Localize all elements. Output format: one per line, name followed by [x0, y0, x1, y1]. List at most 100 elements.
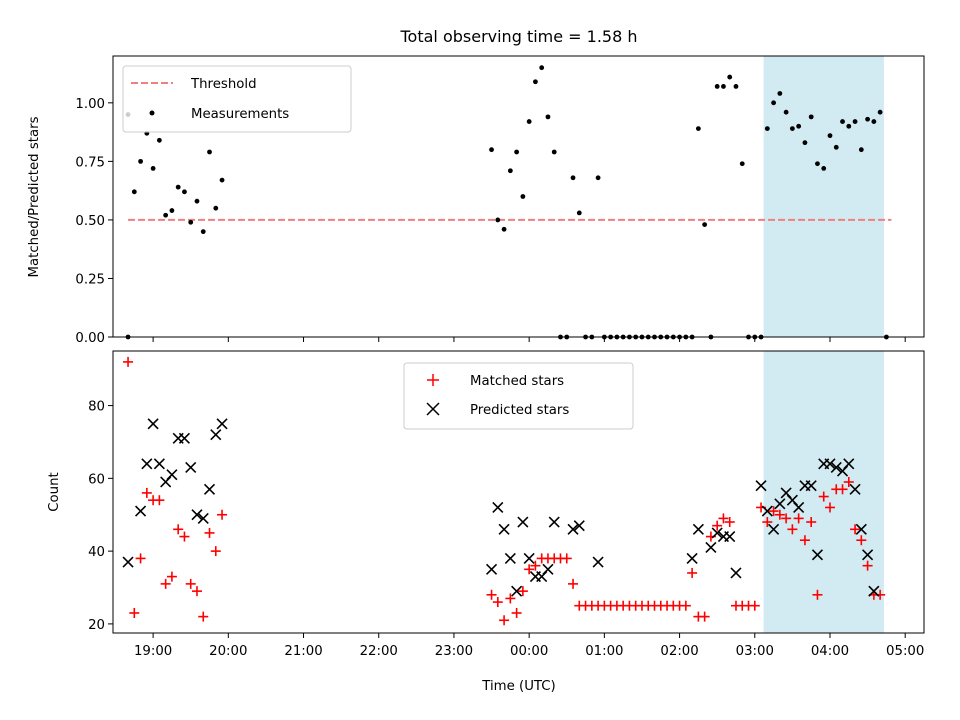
matched-star-point	[724, 517, 735, 528]
matched-star-point	[774, 509, 785, 520]
predicted-star-mark	[166, 469, 178, 481]
measurement-point	[526, 119, 532, 124]
x-tick-label: 01:00	[585, 644, 623, 659]
predicted-star-point	[511, 585, 523, 597]
x-tick-label: 05:00	[886, 644, 924, 659]
predicted-star-mark	[122, 556, 134, 568]
measurement-point	[207, 149, 212, 155]
matched-star-point	[154, 495, 165, 506]
highlight-region-band	[763, 56, 884, 337]
top-axes-frame	[112, 55, 925, 338]
predicted-star-mark	[793, 501, 805, 514]
predicted-star-mark	[517, 516, 529, 528]
predicted-star-mark	[805, 480, 817, 492]
predicted-star-point	[573, 520, 585, 532]
predicted-star-mark	[573, 520, 585, 532]
predicted-star-mark	[686, 552, 698, 564]
measurement-point	[150, 166, 156, 171]
predicted-star-point	[548, 516, 560, 528]
predicted-star-point	[185, 461, 197, 474]
matched-star-point	[129, 607, 140, 618]
matched-star-point	[505, 593, 516, 604]
predicted-star-point	[805, 480, 817, 492]
predicted-star-mark	[692, 523, 704, 535]
predicted-star-point	[849, 483, 861, 495]
measurement-point	[852, 119, 858, 124]
predicted-star-mark	[185, 461, 197, 474]
predicted-star-point	[504, 552, 516, 564]
predicted-star-point	[203, 483, 216, 495]
top-series	[125, 65, 892, 340]
measurement-point	[219, 177, 225, 183]
predicted-star-point	[485, 563, 498, 575]
measurement-point	[200, 229, 206, 235]
x-tick-label: 21:00	[284, 644, 322, 659]
y-tick-label: 40	[88, 545, 105, 560]
predicted-legend-marker	[426, 402, 440, 416]
measurement-point	[501, 226, 507, 232]
x-axis-label: Time (UTC)	[481, 679, 556, 694]
matched-star-point	[173, 524, 184, 535]
predicted-star-point	[153, 458, 165, 470]
predicted-star-mark	[147, 418, 159, 430]
bottom-y-axis-label: Count	[47, 472, 62, 512]
top-y-axis-label: Matched/Predicted stars	[27, 116, 42, 277]
measurement-point	[802, 140, 808, 146]
legend-label-threshold: Threshold	[190, 77, 257, 92]
predicted-star-point	[498, 523, 510, 535]
measurement-point	[545, 114, 551, 120]
measurement-point	[783, 109, 789, 115]
matched-star-point	[160, 578, 171, 589]
measurement-point	[576, 210, 582, 216]
matched-star-point	[517, 586, 528, 597]
measurement-point	[182, 189, 187, 195]
matched-star-point	[530, 560, 541, 571]
y-tick-label: 20	[88, 618, 105, 633]
x-tick-label: 20:00	[209, 644, 247, 659]
predicted-star-point	[141, 458, 153, 470]
predicted-star-point	[147, 418, 159, 430]
predicted-star-point	[868, 585, 880, 597]
predicted-star-mark	[548, 516, 560, 528]
measurement-point	[695, 126, 701, 131]
x-tick-label: 19:00	[134, 644, 172, 659]
bottom-legend: Matched stars Predicted stars	[403, 362, 634, 430]
predicted-star-point	[122, 556, 134, 568]
measurement-point	[188, 219, 194, 225]
measurement-point	[131, 189, 137, 195]
predicted-star-point	[492, 501, 504, 514]
matched-star-point	[768, 506, 779, 517]
matched-star-point	[806, 517, 817, 528]
measurement-point	[702, 222, 708, 228]
measurement-point	[156, 137, 162, 143]
measurement-point	[846, 123, 852, 129]
matched-star-point	[687, 567, 698, 578]
matched-star-point	[856, 535, 867, 546]
predicted-star-mark	[774, 498, 786, 510]
predicted-star-mark	[210, 429, 222, 441]
x-tick-label: 23:00	[435, 644, 473, 659]
y-tick-label: 0.00	[75, 331, 105, 346]
predicted-star-mark	[830, 461, 842, 474]
predicted-star-mark	[824, 458, 836, 470]
matched-star-point	[712, 520, 723, 531]
measurement-point	[721, 84, 726, 89]
matched-star-point	[135, 553, 146, 564]
predicted-star-point	[811, 549, 824, 561]
y-tick-label: 80	[88, 400, 105, 415]
legend-label-measurements: Measurements	[191, 107, 289, 122]
matched-star-point	[210, 546, 221, 557]
predicted-star-mark	[135, 505, 147, 517]
predicted-star-point	[761, 505, 773, 517]
x-tick-label: 22:00	[360, 644, 398, 659]
predicted-star-mark	[843, 458, 855, 470]
predicted-star-mark	[724, 531, 736, 543]
legend-label-matched: Matched stars	[470, 374, 564, 389]
predicted-star-mark	[498, 523, 510, 535]
matched-star-point	[204, 527, 215, 538]
top-legend: Threshold Measurements	[122, 65, 352, 133]
matched-star-point	[818, 491, 829, 502]
matched-star-point	[166, 571, 177, 582]
measurement-point	[551, 149, 557, 155]
